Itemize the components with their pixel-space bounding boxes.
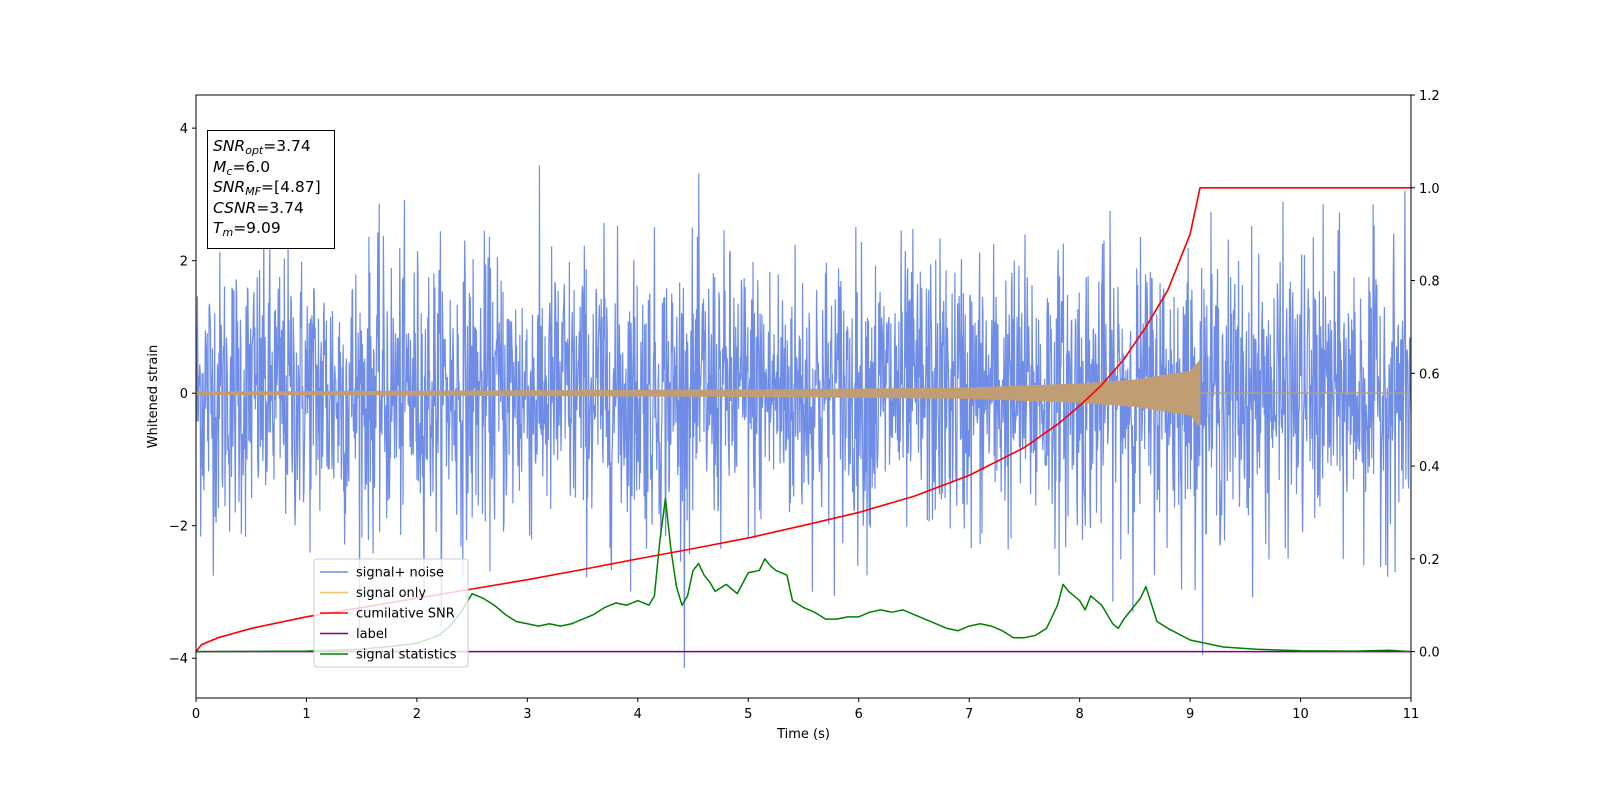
x-tick-label: 2 [413,707,421,722]
y-tick-label: 4 [180,122,188,137]
legend-signal-only-text: signal only [356,586,426,601]
x-tick-label: 8 [1075,707,1083,722]
x-tick-label: 3 [523,707,531,722]
y2-tick-label: 0.8 [1419,275,1440,290]
x-tick-label: 11 [1403,707,1420,722]
series-signal-noise [196,165,1411,669]
x-tick-label: 5 [744,707,752,722]
legend-signal-noise-text: signal+ noise [356,566,444,581]
x-tick-label: 0 [192,707,200,722]
snr-mf-annotation: SNRMF=[4.87] [213,178,321,198]
y2-tick-label: 0.0 [1419,646,1440,661]
y-tick-label: 2 [180,255,188,270]
csnr-annotation: CSNR=3.74 [213,198,304,217]
y2-tick-label: 1.0 [1419,182,1440,197]
series-signal-statistics [196,497,1411,653]
y-tick-label: 0 [180,387,188,402]
y2-tick-label: 0.4 [1419,460,1440,475]
tm-annotation: Tm=9.09 [213,219,281,239]
x-tick-label: 9 [1186,707,1194,722]
x-axis-label: Time (s) [776,727,830,742]
x-tick-label: 1 [302,707,310,722]
y-tick-label: −2 [169,520,188,535]
plot-frame [195,94,1412,699]
x-tick-label: 4 [634,707,642,722]
legend-cumulative-snr-text: cumilative SNR [356,607,455,622]
y-axis-label: Whitened strain [146,345,161,448]
x-tick-label: 7 [965,707,973,722]
y-tick-label: −4 [169,652,188,667]
mc-annotation: Mc=6.0 [213,157,271,178]
legend-signal-statistics-text: signal statistics [356,648,457,663]
y2-tick-label: 0.6 [1419,367,1440,382]
legend-frame [313,558,469,668]
x-tick-label: 10 [1292,707,1309,722]
legend: signal+ noise signal only cumilative SNR la… [313,558,469,668]
y2-tick-label: 0.2 [1419,553,1440,568]
snr-opt-annotation: SNRopt=3.74 [213,137,311,157]
axes: 0 1 2 3 4 5 6 7 8 9 10 11 −4 −2 0 2 4 0.0 0.2 0.4 0.6 0.8 1.0 1… [169,89,1440,722]
legend-label-text: label [356,627,387,642]
y2-tick-label: 1.2 [1419,89,1440,104]
series-signal-only [196,358,1201,428]
x-tick-label: 6 [855,707,863,722]
annotation-box: SNRopt=3.74 Mc=6.0 SNRMF=[4.87] CSNR=3.7… [207,130,335,249]
